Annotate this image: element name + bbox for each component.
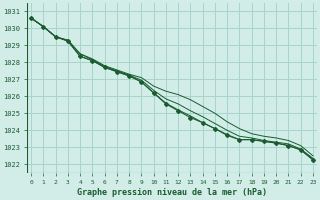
X-axis label: Graphe pression niveau de la mer (hPa): Graphe pression niveau de la mer (hPa): [77, 188, 267, 197]
